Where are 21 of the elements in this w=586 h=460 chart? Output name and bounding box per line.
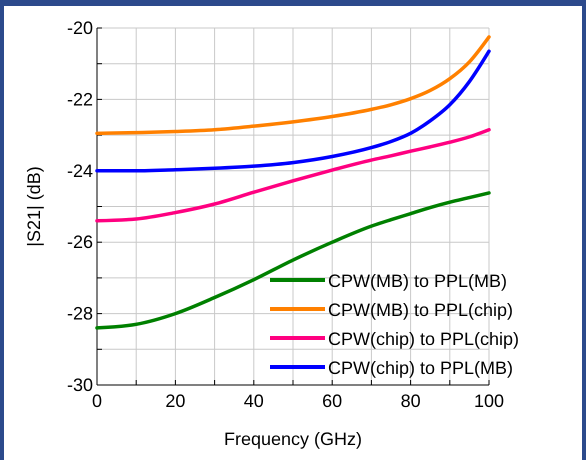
- x-tick-label: 100: [474, 391, 504, 411]
- y-tick-label: -30: [66, 375, 93, 395]
- legend-label: CPW(chip) to PPL(MB): [328, 358, 514, 378]
- y-tick-label: -28: [66, 304, 93, 324]
- line-series: [95, 49, 491, 173]
- x-axis-title: Frequency (GHz): [224, 429, 362, 449]
- line-series: [95, 35, 491, 136]
- line-series: [95, 128, 491, 223]
- x-tick-label: 80: [400, 391, 421, 411]
- y-tick-label: -26: [66, 232, 93, 252]
- legend-label: CPW(MB) to PPL(MB): [328, 271, 508, 291]
- y-axis-title: |S21| (dB): [24, 166, 44, 247]
- y-tick-label: -22: [66, 89, 93, 110]
- x-tick-label: 40: [244, 391, 264, 411]
- y-tick-label: -24: [66, 160, 93, 181]
- legend-label: CPW(chip) to PPL(chip): [328, 329, 520, 349]
- x-tick-label: 20: [165, 391, 186, 411]
- x-tick-label: 0: [92, 391, 102, 411]
- legend-label: CPW(MB) to PPL(chip): [328, 300, 514, 320]
- x-tick-label: 60: [322, 391, 342, 411]
- y-tick-label: -20: [66, 18, 93, 38]
